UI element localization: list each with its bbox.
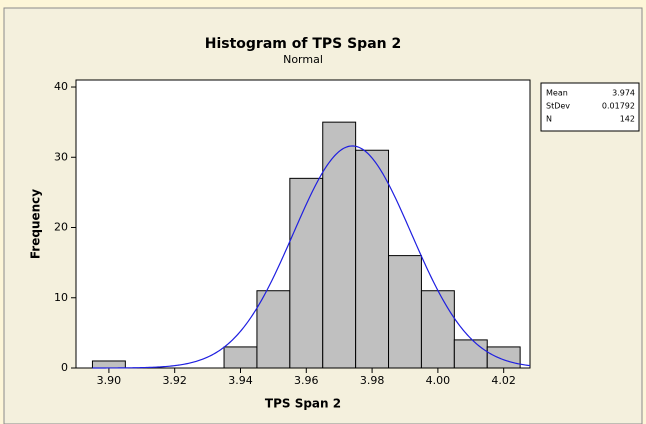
normal-curve — [92, 145, 531, 369]
x-tick-label: 3.92 — [162, 374, 187, 387]
y-tick-label: 20 — [54, 221, 68, 234]
bar — [322, 121, 357, 369]
stat-value: 142 — [620, 115, 635, 124]
x-tick-label: 4.02 — [491, 374, 516, 387]
bar — [355, 149, 390, 369]
bar — [223, 346, 258, 369]
stat-value: 0.01792 — [602, 102, 635, 111]
bar — [420, 290, 455, 369]
stat-name: StDev — [546, 102, 570, 111]
y-tick-label: 10 — [54, 291, 68, 304]
bar — [486, 346, 521, 369]
x-tick-label: 3.90 — [97, 374, 122, 387]
stat-name: N — [546, 115, 552, 124]
bar — [453, 339, 488, 369]
y-tick-label: 40 — [54, 80, 68, 93]
stats-box — [540, 82, 640, 132]
bar — [289, 177, 324, 369]
x-axis-title: TPS Span 2 — [265, 397, 341, 411]
y-tick-label: 0 — [61, 361, 68, 374]
stat-name: Mean — [546, 89, 568, 98]
x-tick-label: 3.94 — [228, 374, 253, 387]
chart-subtitle: Normal — [283, 53, 323, 66]
bar — [256, 290, 291, 369]
x-tick-label: 4.00 — [426, 374, 451, 387]
bar — [388, 255, 422, 369]
x-tick-label: 3.96 — [294, 374, 319, 387]
y-tick-label: 30 — [54, 150, 68, 163]
chart-title: Histogram of TPS Span 2 — [205, 36, 401, 52]
bar — [91, 360, 126, 369]
x-tick-label: 3.98 — [360, 374, 385, 387]
y-axis-title: Frequency — [29, 189, 43, 259]
stat-value: 3.974 — [612, 89, 635, 98]
